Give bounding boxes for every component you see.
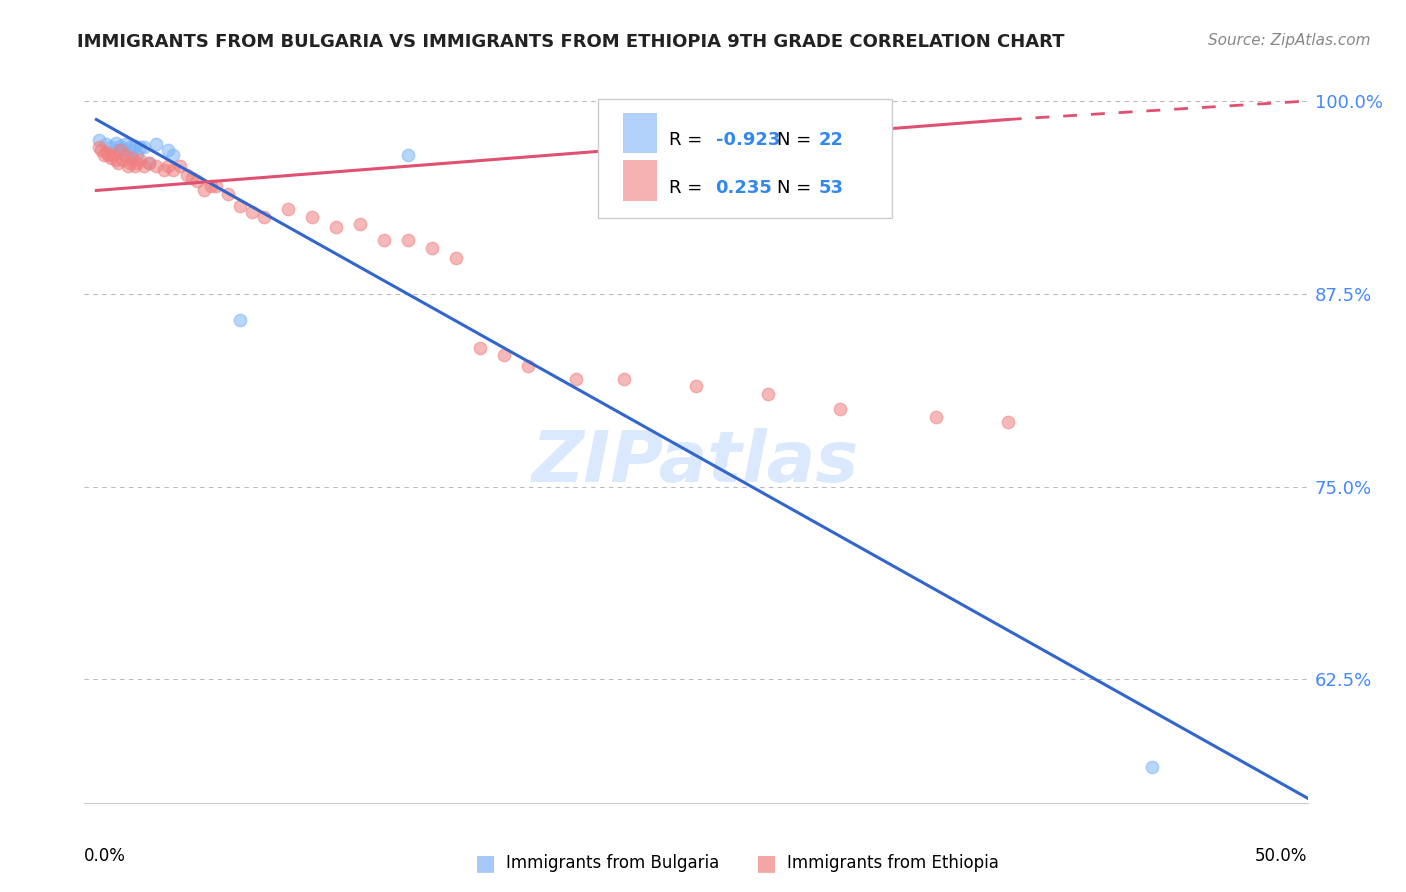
Point: [277, 202, 299, 216]
Point: [121, 151, 143, 165]
Point: [205, 178, 228, 193]
Point: [468, 341, 491, 355]
Text: Source: ZipAtlas.com: Source: ZipAtlas.com: [1208, 33, 1371, 48]
Point: [685, 379, 707, 393]
FancyBboxPatch shape: [623, 112, 657, 153]
Point: [373, 233, 395, 247]
Point: [1140, 760, 1163, 774]
Point: [121, 144, 143, 158]
Point: [613, 371, 636, 385]
Point: [396, 148, 419, 162]
Point: [217, 186, 239, 201]
Point: [157, 159, 180, 173]
Text: R =: R =: [669, 131, 709, 149]
Point: [93, 148, 115, 162]
Point: [145, 137, 167, 152]
Point: [181, 171, 204, 186]
Point: [229, 199, 252, 213]
Text: 22: 22: [818, 131, 844, 149]
Point: [118, 155, 141, 169]
Text: ■: ■: [756, 854, 776, 873]
Text: 0.0%: 0.0%: [84, 847, 127, 865]
Point: [127, 148, 149, 162]
FancyBboxPatch shape: [623, 161, 657, 201]
Text: R =: R =: [669, 178, 709, 197]
Point: [444, 252, 467, 266]
Point: [111, 153, 134, 167]
Point: [138, 155, 160, 169]
Point: [162, 163, 184, 178]
Point: [104, 136, 127, 150]
Point: [111, 142, 134, 156]
Point: [110, 144, 132, 158]
Point: [87, 132, 110, 146]
Point: [97, 148, 120, 162]
Point: [114, 137, 136, 152]
Point: [107, 155, 129, 169]
Point: [494, 349, 516, 363]
Point: [124, 159, 146, 173]
Point: [229, 313, 252, 327]
Text: ■: ■: [475, 854, 495, 873]
Text: 53: 53: [818, 178, 844, 197]
Point: [240, 205, 263, 219]
Point: [186, 174, 208, 188]
Point: [200, 178, 222, 193]
Point: [301, 210, 323, 224]
Point: [107, 144, 129, 158]
Point: [114, 148, 136, 162]
Point: [162, 148, 184, 162]
Point: [193, 184, 215, 198]
Point: [100, 140, 122, 154]
Point: [253, 210, 276, 224]
Text: ZIPatlas: ZIPatlas: [533, 428, 859, 497]
Point: [325, 220, 347, 235]
Point: [134, 159, 156, 173]
Point: [138, 155, 160, 169]
Point: [349, 218, 371, 232]
Text: N =: N =: [776, 131, 817, 149]
Point: [128, 140, 150, 154]
Point: [94, 137, 117, 152]
Point: [124, 138, 146, 153]
Point: [997, 415, 1019, 429]
Text: -0.923: -0.923: [716, 131, 780, 149]
Text: 50.0%: 50.0%: [1256, 847, 1308, 865]
Point: [176, 168, 198, 182]
Point: [90, 144, 112, 158]
Point: [152, 163, 174, 178]
Point: [100, 151, 122, 165]
Point: [565, 371, 588, 385]
Text: Immigrants from Ethiopia: Immigrants from Ethiopia: [787, 855, 1000, 872]
Point: [117, 148, 139, 162]
Text: Immigrants from Bulgaria: Immigrants from Bulgaria: [506, 855, 720, 872]
Point: [101, 148, 124, 162]
Text: 0.235: 0.235: [716, 178, 772, 197]
Point: [169, 159, 191, 173]
Text: N =: N =: [776, 178, 817, 197]
Point: [118, 140, 141, 154]
Point: [420, 240, 443, 254]
Point: [828, 402, 851, 417]
Text: IMMIGRANTS FROM BULGARIA VS IMMIGRANTS FROM ETHIOPIA 9TH GRADE CORRELATION CHART: IMMIGRANTS FROM BULGARIA VS IMMIGRANTS F…: [77, 33, 1064, 51]
Point: [756, 387, 779, 401]
Point: [396, 233, 419, 247]
FancyBboxPatch shape: [598, 99, 891, 218]
Point: [87, 140, 110, 154]
Point: [157, 144, 180, 158]
Point: [117, 159, 139, 173]
Point: [104, 153, 127, 167]
Point: [110, 138, 132, 153]
Point: [94, 145, 117, 159]
Point: [145, 159, 167, 173]
Point: [517, 359, 540, 374]
Point: [134, 140, 156, 154]
Point: [127, 155, 149, 169]
Point: [925, 410, 948, 425]
Point: [128, 153, 150, 167]
